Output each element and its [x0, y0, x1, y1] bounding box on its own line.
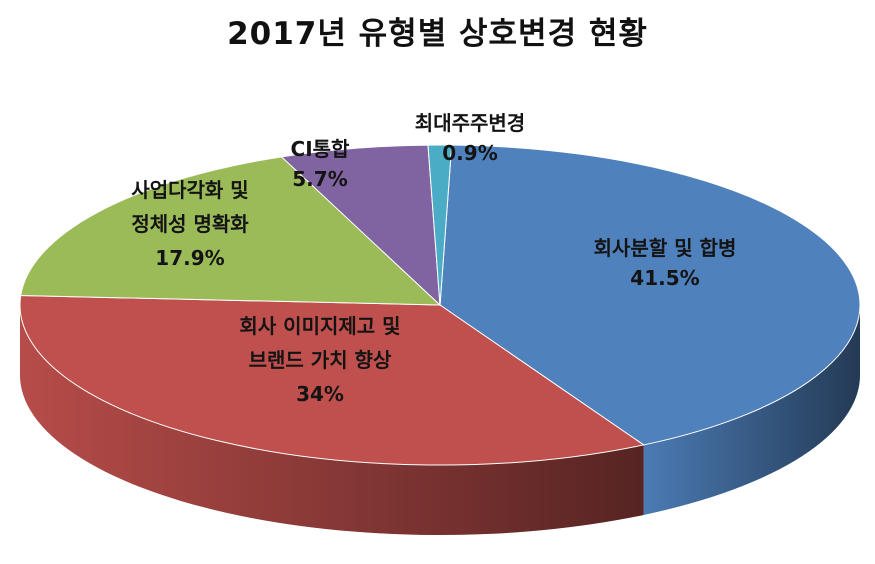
slice-3-label: 사업다각화 및: [131, 178, 248, 202]
slice-4-label: CI통합: [291, 137, 351, 161]
slice-2-label: 브랜드 가치 향상: [249, 348, 392, 372]
slice-1-wedge: [439, 144, 861, 446]
slice-3-wedge: [20, 156, 442, 306]
slice-3-label: 정체성 명확화: [131, 212, 249, 236]
slice-3-value-label: 17.9%: [155, 246, 224, 270]
pie-sides: [20, 305, 860, 535]
slice-5-label: 최대주주변경: [415, 111, 525, 135]
slice-2-side-shade: [20, 305, 644, 535]
slice-2-value-label: 34%: [296, 382, 344, 406]
slice-5-wedge: [427, 144, 453, 306]
slice-2-label: 회사 이미지제고 및: [239, 314, 400, 338]
slice-4-value-label: 5.7%: [292, 167, 347, 191]
slice-5-value-label: 0.9%: [442, 141, 497, 165]
pie-top: [19, 144, 861, 466]
slice-4-wedge: [280, 144, 441, 307]
slice-1-label: 회사분할 및 합병: [594, 236, 737, 260]
slice-2-wedge: [19, 295, 645, 466]
chart-title: 2017년 유형별 상호변경 현황: [227, 16, 648, 52]
slice-1-value-label: 41.5%: [630, 266, 699, 290]
slice-1-side-shade: [643, 305, 860, 515]
